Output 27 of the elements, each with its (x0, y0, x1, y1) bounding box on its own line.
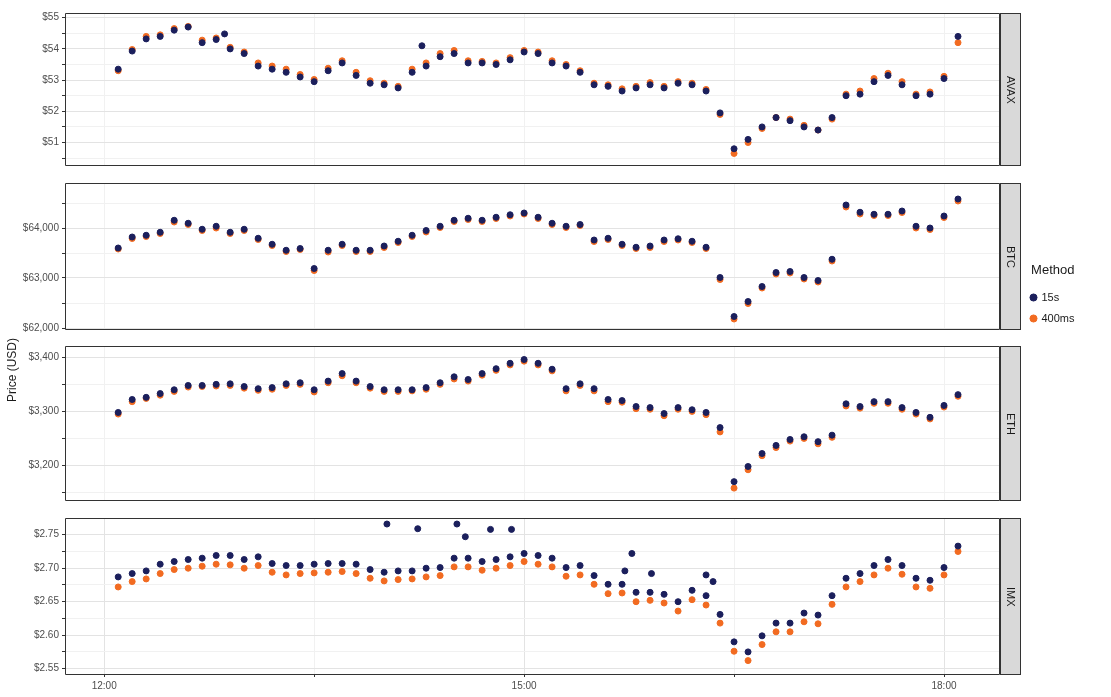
y-tick-label: $63,000 (22, 271, 60, 283)
legend-title: Method (1031, 262, 1075, 278)
y-tick-label: $51 (42, 136, 60, 148)
y-tick-label: $54 (42, 42, 60, 54)
y-tick-label: $2.55 (33, 662, 60, 674)
y-tick-label: $64,000 (22, 221, 60, 233)
legend-label: 15s (1041, 290, 1060, 303)
y-tick-label: $2.65 (33, 595, 60, 607)
text: AVAX (1004, 75, 1017, 104)
y-tick-label: $53 (42, 73, 60, 85)
text: ETH (1004, 412, 1017, 435)
y-tick-label: $3,200 (28, 459, 60, 471)
x-tick-label: 18:00 (931, 679, 957, 691)
y-tick-label: $55 (42, 11, 60, 23)
y-axis-title: Price (USD) (5, 337, 19, 403)
y-tick-label: $2.70 (33, 561, 60, 573)
y-tick-label: $3,300 (28, 405, 60, 417)
y-tick-label: $3,400 (28, 351, 60, 363)
y-tick-label: $2.60 (33, 628, 60, 640)
text: BTC (1004, 245, 1017, 268)
y-tick-label: $2.75 (33, 528, 60, 540)
x-tick-label: 12:00 (91, 679, 118, 691)
legend-label: 400ms (1041, 311, 1076, 324)
x-tick-label: 15:00 (511, 679, 538, 691)
y-tick-label: $52 (42, 105, 60, 117)
text: IMX (1004, 586, 1017, 607)
y-tick-label: $62,000 (22, 321, 60, 333)
